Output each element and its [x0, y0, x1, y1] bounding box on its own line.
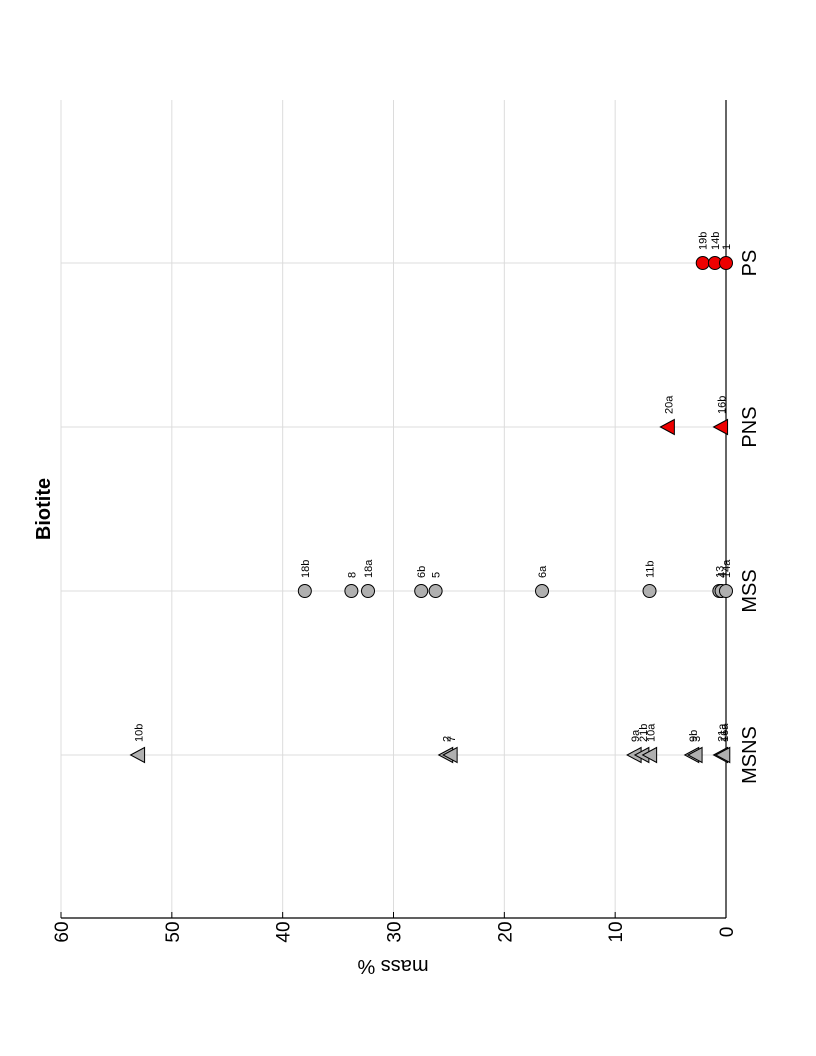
value-tick-label: 30	[385, 921, 406, 942]
value-tick-label: 10	[606, 921, 627, 942]
point-label-20a: 20a	[663, 395, 675, 414]
point-label-14a: 14a	[721, 559, 733, 578]
point-label-5: 5	[431, 572, 443, 578]
point-label-10b: 10b	[134, 724, 146, 742]
data-point-mss-8	[344, 584, 359, 598]
data-point-mss-18b	[297, 584, 312, 598]
value-tick-label: 60	[52, 921, 73, 942]
value-tick-label: 40	[274, 921, 295, 942]
point-label-11b: 11b	[645, 560, 657, 578]
point-label-7: 7	[446, 736, 458, 742]
chart-title: Biotite	[33, 478, 55, 540]
point-label-9a: 9a	[630, 729, 642, 742]
point-label-18b: 18b	[300, 560, 312, 578]
point-label-1: 1	[721, 244, 733, 250]
data-point-ps-19b	[695, 256, 710, 270]
point-label-6a: 6a	[537, 565, 549, 578]
data-point-mss-18a	[361, 584, 376, 598]
point-label-14b: 14b	[710, 232, 722, 250]
point-label-21a: 21a	[717, 723, 729, 742]
point-label-13: 13	[714, 566, 726, 578]
data-point-mss-6b	[414, 584, 429, 598]
point-label-2: 2	[442, 736, 454, 742]
point-label-19b: 19b	[698, 232, 710, 250]
data-point-msns-10b	[129, 746, 146, 764]
data-point-msns-16a	[714, 746, 731, 764]
data-point-mss-6a	[535, 584, 550, 598]
value-tick-label: 0	[717, 927, 738, 938]
data-point-msns-7	[442, 746, 458, 764]
data-point-mss-11b	[642, 584, 657, 598]
value-tick-label: 50	[163, 921, 184, 942]
grid-lines	[60, 100, 726, 918]
data-point-pns-20a	[659, 418, 675, 436]
category-label-mss: MSS	[739, 569, 761, 612]
data-point-msns-10a	[641, 746, 658, 764]
point-label-8: 8	[346, 572, 358, 578]
data-point-mss-14a	[719, 584, 733, 598]
category-labels: MSNS MSS PNS PS	[739, 250, 761, 784]
data-point-pns-16b	[712, 418, 729, 436]
point-label-3: 3	[691, 736, 703, 742]
point-label-18a: 18a	[363, 559, 375, 578]
category-label-pns: PNS	[739, 406, 761, 447]
point-label-16a: 16a	[719, 723, 731, 742]
point-label-4: 4	[717, 572, 729, 578]
value-ticks: 0 10 20 30 40 50 60	[52, 912, 738, 943]
point-label-6b: 6b	[416, 566, 428, 578]
category-label-msns: MSNS	[739, 726, 761, 784]
data-point-mss-5	[428, 584, 443, 598]
data-points	[129, 256, 733, 764]
point-label-10a: 10a	[646, 723, 658, 742]
point-label-9b: 9b	[688, 730, 700, 742]
point-label-21b: 21b	[638, 724, 650, 742]
category-label-ps: PS	[739, 250, 761, 277]
value-tick-label: 20	[495, 921, 516, 942]
data-point-ps-1	[719, 256, 733, 270]
point-label-16b: 16b	[717, 396, 729, 414]
value-axis-label: mass %	[357, 955, 428, 977]
data-point-msns-3	[687, 746, 703, 764]
